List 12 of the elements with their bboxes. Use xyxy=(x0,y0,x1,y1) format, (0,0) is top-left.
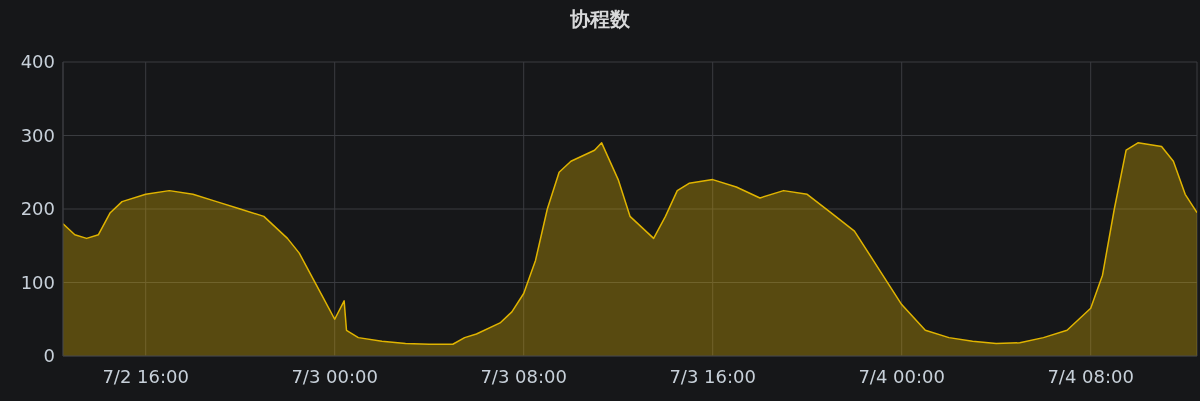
y-tick-label: 100 xyxy=(20,271,55,293)
x-tick-label: 7/3 16:00 xyxy=(669,365,756,387)
y-tick-label: 200 xyxy=(20,198,55,220)
y-tick-label: 400 xyxy=(20,51,55,73)
x-tick-label: 7/2 16:00 xyxy=(102,365,189,387)
x-tick-label: 7/3 08:00 xyxy=(480,365,567,387)
chart-title: 协程数 xyxy=(569,6,631,33)
y-tick-label: 300 xyxy=(20,124,55,146)
x-tick-label: 7/3 00:00 xyxy=(291,365,378,387)
x-tick-label: 7/4 08:00 xyxy=(1047,365,1134,387)
x-tick-label: 7/4 00:00 xyxy=(858,365,945,387)
y-tick-label: 0 xyxy=(43,345,55,367)
